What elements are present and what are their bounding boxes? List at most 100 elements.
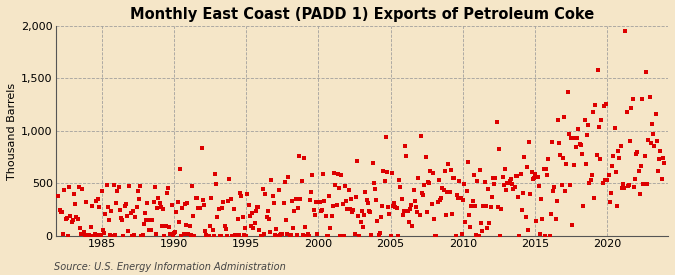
Point — [466, 204, 477, 208]
Point — [582, 133, 593, 138]
Point — [518, 191, 529, 196]
Point — [637, 96, 648, 101]
Point — [336, 173, 347, 178]
Point — [198, 198, 209, 202]
Y-axis label: Thousand Barrels: Thousand Barrels — [7, 82, 17, 180]
Point — [369, 180, 379, 185]
Point — [138, 221, 149, 226]
Point — [654, 157, 665, 161]
Point — [589, 196, 599, 200]
Point — [333, 186, 344, 191]
Point — [591, 152, 602, 157]
Point — [147, 218, 158, 222]
Point — [203, 234, 214, 238]
Point — [277, 232, 288, 236]
Point — [68, 218, 78, 222]
Point — [578, 204, 589, 208]
Point — [545, 211, 556, 216]
Point — [639, 154, 650, 159]
Point — [620, 29, 631, 33]
Point — [636, 164, 647, 168]
Title: Monthly East Coast (PADD 1) Exports of Petroleum Coke: Monthly East Coast (PADD 1) Exports of P… — [130, 7, 594, 22]
Point — [507, 182, 518, 187]
Point — [109, 183, 119, 187]
Point — [298, 233, 308, 238]
Point — [515, 172, 526, 176]
Point — [392, 234, 403, 238]
Point — [86, 224, 97, 229]
Point — [615, 144, 626, 149]
Point — [77, 187, 88, 191]
Point — [198, 203, 209, 208]
Point — [221, 234, 232, 238]
Point — [421, 210, 432, 214]
Point — [493, 205, 504, 209]
Point — [196, 146, 207, 150]
Point — [535, 232, 545, 236]
Point — [59, 188, 70, 193]
Point — [621, 110, 632, 115]
Point — [453, 196, 464, 200]
Point — [396, 197, 407, 202]
Point — [113, 185, 124, 189]
Point — [542, 173, 553, 178]
Point — [247, 211, 258, 216]
Point — [290, 197, 301, 202]
Point — [410, 205, 421, 210]
Point — [366, 233, 377, 238]
Point — [78, 230, 89, 235]
Point — [312, 232, 323, 236]
Point — [454, 179, 464, 183]
Point — [103, 218, 114, 223]
Point — [632, 150, 643, 155]
Point — [430, 234, 441, 238]
Point — [326, 213, 337, 218]
Point — [395, 185, 406, 189]
Point — [383, 205, 394, 209]
Point — [647, 122, 657, 126]
Point — [373, 233, 384, 238]
Point — [241, 234, 252, 238]
Point — [479, 180, 490, 184]
Point — [234, 233, 244, 237]
Point — [263, 209, 273, 213]
Point — [265, 230, 275, 234]
Point — [86, 204, 97, 209]
Point — [549, 185, 560, 189]
Point — [261, 214, 272, 219]
Point — [134, 197, 144, 201]
Point — [532, 175, 543, 180]
Point — [172, 200, 183, 205]
Point — [500, 167, 510, 171]
Point — [215, 234, 225, 238]
Point — [109, 233, 120, 238]
Point — [610, 170, 621, 175]
Point — [132, 189, 143, 194]
Point — [192, 206, 203, 210]
Point — [627, 96, 638, 101]
Point — [429, 217, 439, 222]
Point — [115, 216, 126, 220]
Point — [111, 201, 122, 206]
Point — [544, 234, 555, 238]
Point — [217, 206, 227, 210]
Point — [112, 189, 123, 193]
Point — [188, 214, 198, 218]
Point — [167, 233, 178, 237]
Point — [163, 186, 173, 190]
Point — [483, 187, 493, 192]
Point — [495, 234, 506, 238]
Point — [576, 152, 587, 156]
Point — [398, 208, 409, 213]
Point — [464, 225, 475, 230]
Point — [524, 140, 535, 144]
Point — [288, 226, 298, 230]
Point — [304, 234, 315, 238]
Point — [504, 178, 515, 183]
Point — [286, 233, 296, 237]
Point — [364, 210, 375, 214]
Point — [541, 167, 551, 171]
Point — [74, 185, 84, 189]
Point — [659, 161, 670, 165]
Point — [361, 198, 372, 202]
